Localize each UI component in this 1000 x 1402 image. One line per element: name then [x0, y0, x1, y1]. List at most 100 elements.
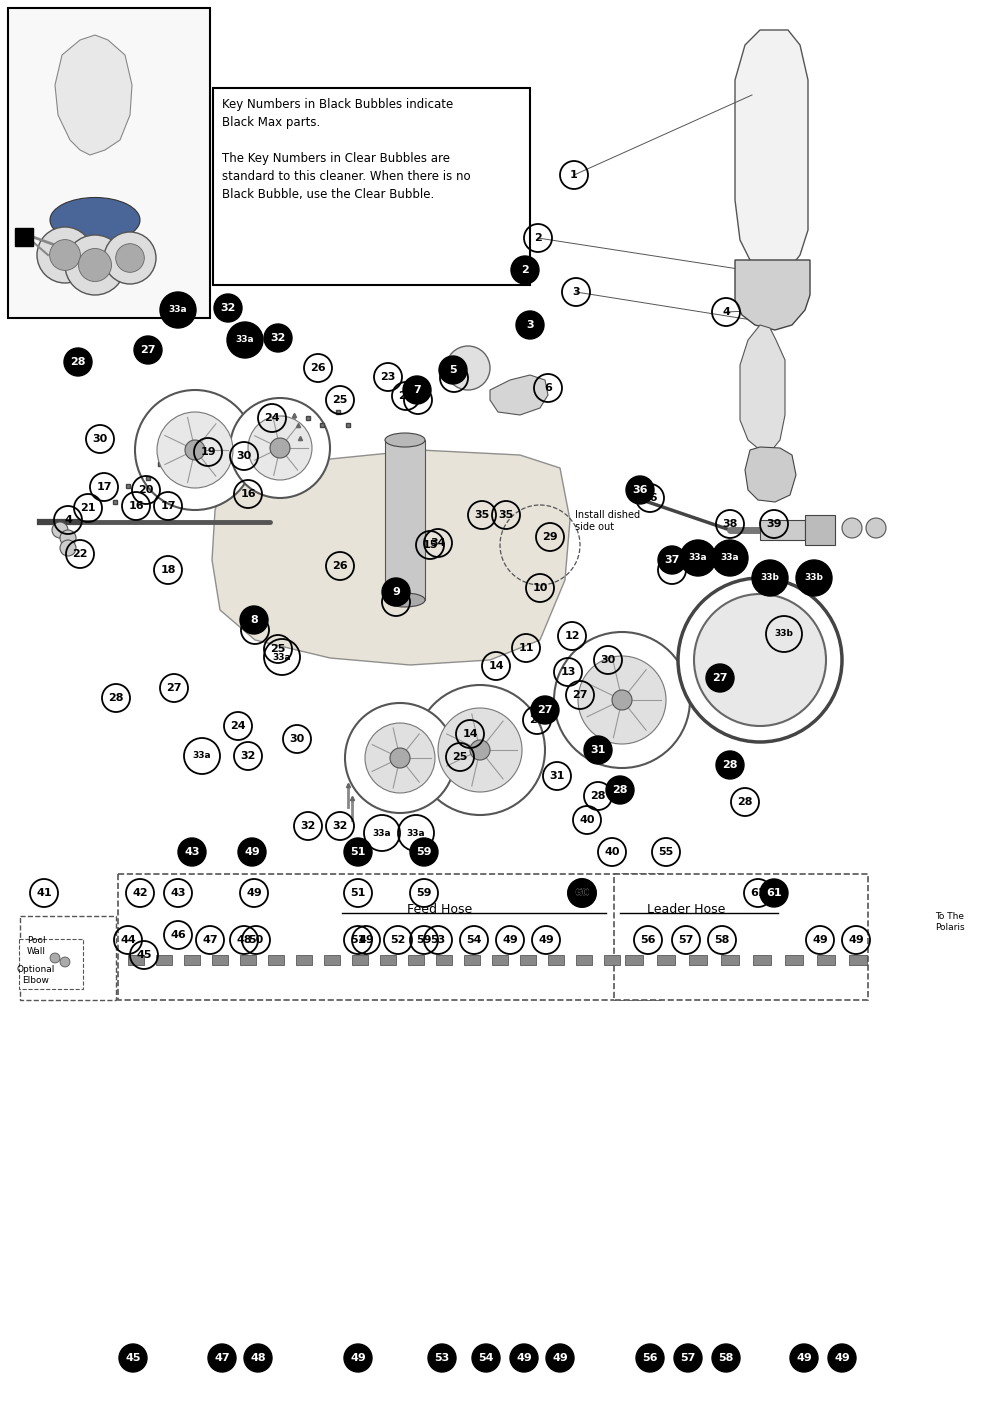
- Circle shape: [104, 231, 156, 285]
- Text: 10: 10: [532, 583, 548, 593]
- Text: 49: 49: [358, 935, 374, 945]
- Circle shape: [119, 1345, 147, 1373]
- Text: 17: 17: [160, 501, 176, 510]
- Bar: [464, 955, 480, 965]
- Circle shape: [706, 665, 734, 693]
- Text: 32: 32: [270, 334, 286, 343]
- Text: 25: 25: [270, 644, 286, 653]
- Circle shape: [230, 398, 330, 498]
- Text: 43: 43: [184, 847, 200, 857]
- Text: 9: 9: [392, 597, 400, 607]
- Text: 4: 4: [722, 307, 730, 317]
- Text: 14: 14: [488, 660, 504, 672]
- Text: 29: 29: [542, 531, 558, 543]
- Bar: [805, 515, 835, 545]
- Circle shape: [606, 775, 634, 803]
- Text: 37: 37: [664, 565, 680, 575]
- Text: 49: 49: [516, 1353, 532, 1363]
- Text: 40: 40: [579, 815, 595, 824]
- Bar: [268, 955, 284, 965]
- Bar: [380, 955, 396, 965]
- Circle shape: [516, 311, 544, 339]
- Bar: [604, 955, 620, 965]
- Text: 40: 40: [604, 847, 620, 857]
- Text: 51: 51: [350, 887, 366, 899]
- Circle shape: [157, 412, 233, 488]
- Text: 36: 36: [642, 494, 658, 503]
- Circle shape: [214, 294, 242, 322]
- Circle shape: [390, 749, 410, 768]
- Text: Pool
Wall: Pool Wall: [26, 937, 46, 956]
- Polygon shape: [735, 29, 808, 271]
- Text: 47: 47: [202, 935, 218, 945]
- Text: 47: 47: [214, 1353, 230, 1363]
- Polygon shape: [55, 35, 132, 156]
- Circle shape: [511, 257, 539, 285]
- Bar: [436, 955, 452, 965]
- Circle shape: [52, 522, 68, 538]
- Circle shape: [116, 244, 144, 272]
- Text: 36: 36: [632, 485, 648, 495]
- Text: 49: 49: [538, 935, 554, 945]
- Circle shape: [680, 540, 716, 576]
- Circle shape: [403, 376, 431, 404]
- Text: 6: 6: [544, 383, 552, 393]
- Circle shape: [446, 346, 490, 390]
- Circle shape: [415, 686, 545, 815]
- Text: 30: 30: [236, 451, 252, 461]
- Text: 61: 61: [766, 887, 782, 899]
- Bar: [492, 955, 508, 965]
- Text: 45: 45: [136, 951, 152, 960]
- Text: 20: 20: [138, 485, 154, 495]
- Bar: [657, 955, 675, 965]
- Text: 33b: 33b: [775, 629, 793, 638]
- Circle shape: [365, 723, 435, 794]
- Circle shape: [238, 838, 266, 866]
- Text: 31: 31: [590, 744, 606, 756]
- Text: 19: 19: [200, 447, 216, 457]
- Text: 49: 49: [812, 935, 828, 945]
- Bar: [156, 955, 172, 965]
- Circle shape: [37, 227, 93, 283]
- Text: 49: 49: [244, 847, 260, 857]
- Circle shape: [546, 1345, 574, 1373]
- Circle shape: [270, 437, 290, 458]
- Circle shape: [185, 440, 205, 460]
- Circle shape: [248, 416, 312, 479]
- Text: 35: 35: [498, 510, 514, 520]
- Text: 15: 15: [422, 540, 438, 550]
- Text: 28: 28: [590, 791, 606, 801]
- Text: 28: 28: [612, 785, 628, 795]
- Text: 32: 32: [240, 751, 256, 761]
- Circle shape: [712, 540, 748, 576]
- Circle shape: [50, 240, 80, 271]
- Text: 2: 2: [521, 265, 529, 275]
- Text: 17: 17: [96, 482, 112, 492]
- Circle shape: [178, 838, 206, 866]
- Text: 48: 48: [236, 935, 252, 945]
- Circle shape: [160, 292, 196, 328]
- Text: Feed Hose: Feed Hose: [407, 903, 473, 916]
- Text: 27: 27: [140, 345, 156, 355]
- Text: 27: 27: [529, 715, 545, 725]
- Circle shape: [382, 578, 410, 606]
- Text: 49: 49: [246, 887, 262, 899]
- Text: 27: 27: [166, 683, 182, 693]
- Text: Install dished
side out: Install dished side out: [575, 510, 640, 531]
- Polygon shape: [735, 259, 810, 329]
- Text: 56: 56: [642, 1353, 658, 1363]
- Text: 60: 60: [574, 887, 590, 899]
- Bar: [849, 955, 867, 965]
- Text: 43: 43: [170, 887, 186, 899]
- Text: 30: 30: [92, 435, 108, 444]
- Circle shape: [678, 578, 842, 742]
- Polygon shape: [490, 374, 548, 415]
- Text: 30: 30: [289, 735, 305, 744]
- Circle shape: [344, 1345, 372, 1373]
- Circle shape: [760, 879, 788, 907]
- Text: 49: 49: [502, 935, 518, 945]
- Circle shape: [64, 348, 92, 376]
- Text: Key Numbers in Black Bubbles indicate
Black Max parts.

The Key Numbers in Clear: Key Numbers in Black Bubbles indicate Bl…: [222, 98, 471, 200]
- Text: 49: 49: [796, 1353, 812, 1363]
- Text: 23: 23: [398, 391, 414, 401]
